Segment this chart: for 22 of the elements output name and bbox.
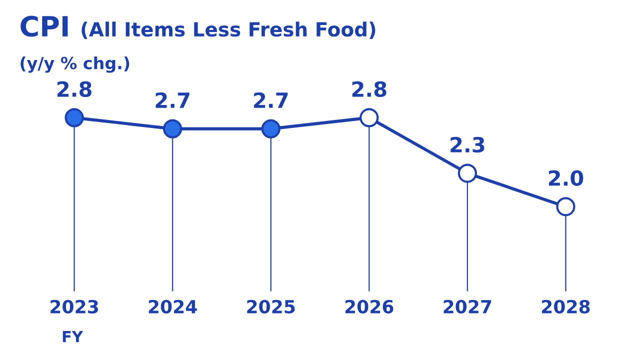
x-tick-label: 2025 <box>247 300 295 314</box>
data-label: 2.0 <box>548 170 584 186</box>
data-label: 2.8 <box>352 81 386 97</box>
chart-subtitle: (All Items Less Fresh Food) <box>82 22 376 39</box>
text: FY <box>62 331 84 342</box>
point <box>360 108 379 128</box>
y-axis-title: (y/y % chg.) <box>20 56 130 73</box>
point <box>458 164 477 183</box>
x-tick-label: 2028 <box>542 300 590 314</box>
point <box>556 197 576 216</box>
point <box>64 108 84 128</box>
data-label: 2.8 <box>57 81 92 97</box>
x-tick-label: 2027 <box>444 300 492 314</box>
point <box>261 119 280 138</box>
data-label: 2.7 <box>156 92 190 108</box>
chart-title: CPI <box>20 16 68 37</box>
x-tick-label: 2026 <box>345 300 394 314</box>
data-label: 2.7 <box>254 92 288 108</box>
data-label: 2.3 <box>450 136 484 153</box>
point <box>163 119 182 138</box>
x-tick-label: 2023 <box>50 300 98 314</box>
x-tick-label: 2024 <box>148 300 197 314</box>
